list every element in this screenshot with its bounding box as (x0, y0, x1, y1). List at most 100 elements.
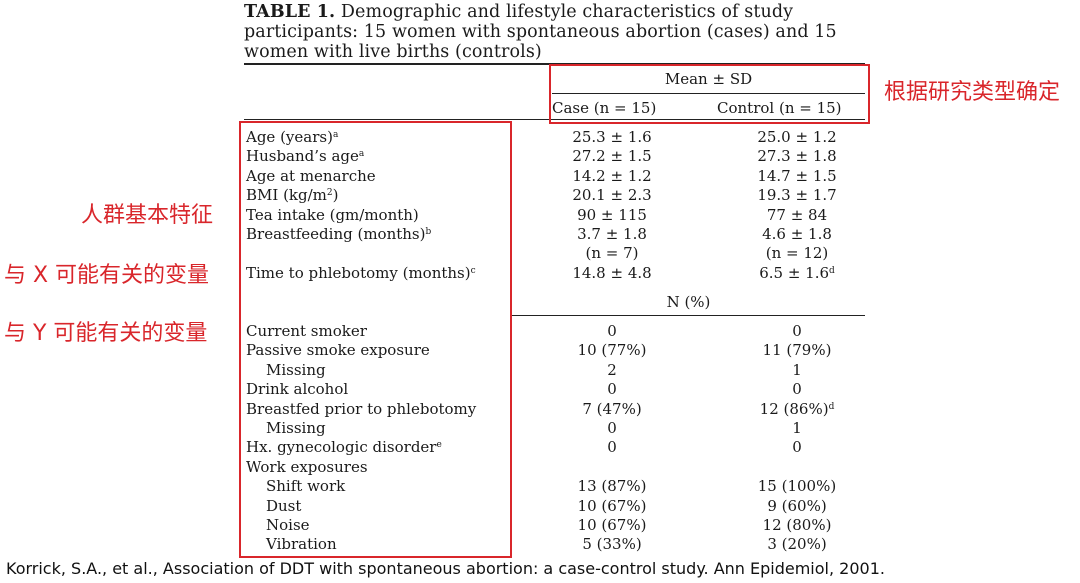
footnote-marker: a (358, 149, 365, 160)
control-value: 4.6 ± 1.8 (722, 225, 872, 244)
row-label-text: Breastfed prior to phlebotomy (246, 399, 477, 418)
case-value: 27.2 ± 1.5 (572, 147, 652, 166)
row-label: Breastfed prior to phlebotomy (246, 400, 476, 419)
row-label-tail: ) (332, 186, 339, 205)
control-value-text: 77 ± 84 (766, 205, 828, 224)
control-value-text: 3 (20%) (767, 535, 827, 554)
table-number: TABLE 1. (244, 2, 336, 22)
row-label: Noise (266, 516, 310, 535)
table-caption-line-2: participants: 15 women with spontaneous … (244, 22, 837, 42)
row-label: Vibration (266, 535, 337, 554)
control-value-text: 4.6 ± 1.8 (762, 225, 832, 243)
header-highlight-box (549, 64, 870, 124)
header-annotation: 根据研究类型确定 (884, 80, 1061, 105)
row-label: Time to phlebotomy (months)c (246, 264, 476, 283)
case-value: 10 (77%) (577, 341, 647, 360)
control-value-text: 1 (792, 419, 802, 437)
table-caption-line-3: women with live births (controls) (244, 42, 542, 62)
caption-text-1: Demographic and lifestyle characteristic… (340, 2, 794, 22)
control-value-text: 27.3 ± 1.8 (757, 147, 837, 166)
case-value: 0 (607, 438, 617, 457)
x-variable-annotation: 与 X 可能有关的变量 (4, 263, 210, 288)
header-mean-sd: Mean ± SD (664, 70, 753, 88)
row-label-text: Age (years) (246, 128, 333, 146)
row-label-text: Work exposures (246, 457, 368, 476)
case-value: 13 (87%) (577, 477, 647, 496)
y-variable-annotation: 与 Y 可能有关的变量 (4, 321, 208, 346)
control-value: 0 (722, 322, 872, 341)
row-label-text: BMI (kg/m (246, 186, 327, 205)
control-value-text: (n = 12) (765, 244, 829, 263)
case-value: 7 (47%) (582, 399, 642, 418)
footnote-marker: a (332, 130, 339, 140)
header-control: Control (n = 15) (717, 99, 842, 117)
row-label-text: Noise (266, 516, 310, 534)
row-label-text: Drink alcohol (246, 380, 349, 399)
footnote-marker: e (436, 440, 442, 451)
case-value: 25.3 ± 1.6 (572, 128, 652, 146)
row-label-text: Husband’s age (246, 147, 359, 166)
row-label-text: Dust (266, 496, 302, 515)
row-label: Tea intake (gm/month) (246, 206, 419, 225)
control-value: 77 ± 84 (722, 206, 872, 225)
control-value: 15 (100%) (722, 477, 872, 496)
case-value: 5 (33%) (582, 535, 642, 554)
control-value-text: 15 (100%) (757, 477, 837, 496)
row-label: Dust (266, 497, 301, 516)
row-label-text: Time to phlebotomy (months) (246, 263, 471, 282)
row-label: Drink alcohol (246, 380, 348, 399)
case-value: 90 ± 115 (577, 205, 647, 224)
control-value: 9 (60%) (722, 497, 872, 516)
control-value-text: 9 (60%) (767, 496, 827, 515)
row-label: Hx. gynecologic disordere (246, 438, 442, 457)
row-label: Shift work (266, 477, 345, 496)
row-label-text: Missing (266, 419, 326, 437)
top-rule (244, 63, 865, 65)
footnote-marker: b (425, 227, 432, 237)
control-value-text: 0 (792, 322, 802, 340)
case-value: 14.2 ± 1.2 (572, 166, 652, 185)
row-label-text: Breastfeeding (months) (246, 225, 426, 243)
control-value: 0 (722, 380, 872, 399)
footnote-marker: 2 (326, 188, 333, 199)
case-value: 20.1 ± 2.3 (572, 186, 652, 205)
case-value: 10 (67%) (577, 496, 647, 515)
control-value: 12 (80%) (722, 516, 872, 535)
footnote-marker: d (829, 265, 835, 276)
control-value-text: 12 (86%) (759, 399, 829, 418)
control-value-text: 6.5 ± 1.6 (759, 263, 830, 282)
row-label-text: Hx. gynecologic disorder (246, 438, 437, 457)
header-bottom-rule (244, 119, 865, 120)
control-value: (n = 12) (722, 244, 872, 263)
row-label: Work exposures (246, 458, 368, 477)
control-value: 1 (722, 419, 872, 438)
control-value: 25.0 ± 1.2 (722, 128, 872, 147)
control-value-text: 25.0 ± 1.2 (757, 128, 837, 146)
control-value-text: 11 (79%) (762, 341, 832, 360)
control-value: 11 (79%) (722, 341, 872, 360)
row-label-text: Age at menarche (246, 166, 376, 185)
control-value-text: 1 (792, 360, 802, 379)
control-value: 27.3 ± 1.8 (722, 147, 872, 166)
footnote-marker: c (470, 265, 476, 276)
table-caption-line-1: TABLE 1. Demographic and lifestyle chara… (244, 2, 793, 22)
row-label: Passive smoke exposure (246, 341, 430, 360)
control-value-text: 0 (792, 380, 802, 399)
population-annotation: 人群基本特征 (81, 203, 214, 228)
row-label: Missing (266, 361, 326, 380)
control-value-text: 0 (792, 438, 802, 457)
control-value: 12 (86%)d (722, 400, 872, 419)
control-value: 1 (722, 361, 872, 380)
row-label-text: Passive smoke exposure (246, 341, 430, 360)
row-label: Current smoker (246, 322, 367, 341)
case-value: 14.8 ± 4.8 (572, 263, 652, 282)
case-value: 10 (67%) (577, 516, 647, 534)
variables-highlight-box (239, 121, 512, 558)
row-label-text: Current smoker (246, 322, 367, 340)
case-value: 2 (607, 360, 617, 379)
row-label: BMI (kg/m2) (246, 186, 339, 205)
control-value: 19.3 ± 1.7 (722, 186, 872, 205)
row-label-text: Vibration (266, 535, 337, 554)
row-label: Age (years)a (246, 128, 338, 147)
row-label: Missing (266, 419, 326, 438)
